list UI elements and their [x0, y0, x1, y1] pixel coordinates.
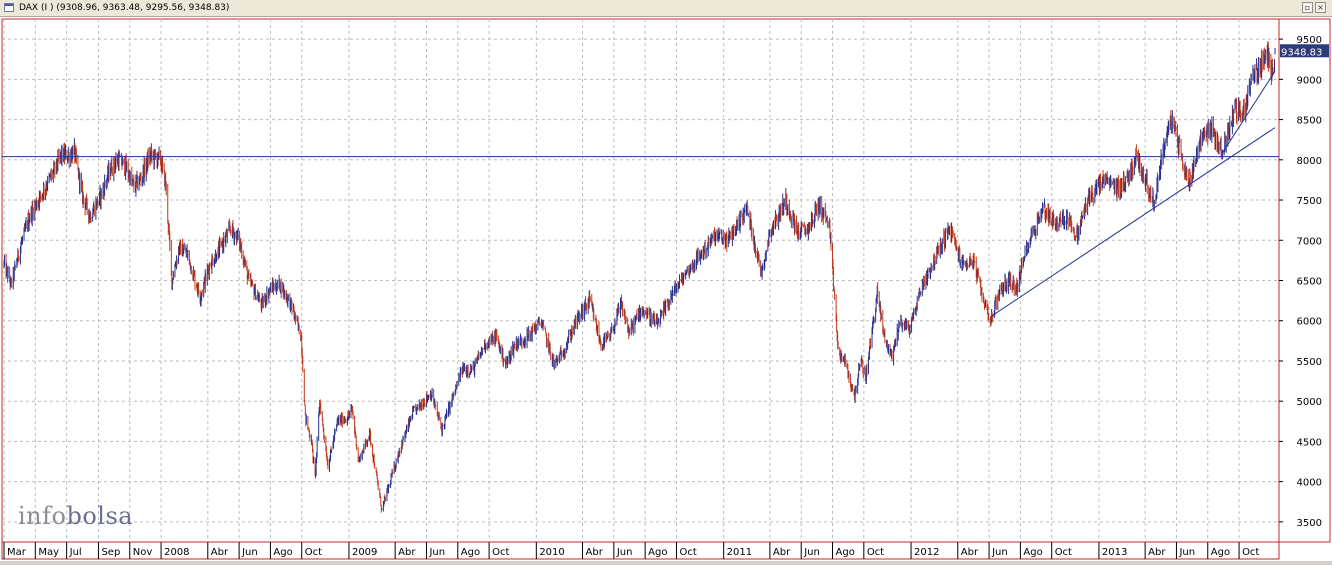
x-tick-label: Abr [773, 547, 791, 558]
x-tick-label: Sep [101, 547, 120, 558]
y-tick-label: 6500 [1297, 277, 1322, 288]
x-tick-label: Abr [1148, 547, 1166, 558]
x-tick-label: Mar [7, 547, 27, 558]
chart-window-icon [4, 3, 14, 12]
x-tick-label: Ago [648, 547, 667, 558]
y-tick-label: 5000 [1297, 397, 1322, 408]
x-tick-label: 2008 [164, 547, 189, 558]
y-tick-label: 7000 [1297, 236, 1322, 247]
x-tick-label: Jun [1178, 547, 1195, 558]
x-tick-label: Jul [69, 547, 82, 558]
logo-part-bolsa: bolsa [66, 502, 134, 530]
x-tick-label: Abr [961, 547, 979, 558]
x-tick-label: Ago [461, 547, 480, 558]
x-tick-label: 2010 [539, 547, 564, 558]
infobolsa-logo: infobolsa [18, 502, 133, 530]
x-tick-label: May [38, 547, 59, 558]
x-tick-label: Ago [836, 547, 855, 558]
window-title: DAX (I ) (9308.96, 9363.48, 9295.56, 934… [19, 3, 230, 13]
y-tick-label: 8000 [1297, 156, 1322, 167]
trendline[interactable] [990, 127, 1276, 318]
y-tick-label: 4000 [1297, 478, 1322, 489]
x-tick-label: Oct [1242, 547, 1259, 558]
y-tick-label: 9000 [1297, 75, 1322, 86]
x-tick-label: Abr [211, 547, 229, 558]
x-tick-label: 2013 [1102, 547, 1127, 558]
x-tick-label: Jun [991, 547, 1008, 558]
logo-part-info: info [18, 502, 67, 530]
last-value-label: 9348.83 [1281, 47, 1322, 58]
window-titlebar[interactable]: DAX (I ) (9308.96, 9363.48, 9295.56, 934… [0, 0, 1332, 17]
x-tick-label: Jun [616, 547, 633, 558]
x-tick-label: Jun [803, 547, 820, 558]
x-tick-label: Oct [679, 547, 696, 558]
y-tick-label: 8500 [1297, 116, 1322, 127]
x-tick-label: Ago [1023, 547, 1042, 558]
price-chart-svg[interactable]: 3500 4000 4500 5000 5500 6000 6500 7000 7500 8000… [0, 17, 1332, 561]
x-tick-label: Oct [305, 547, 322, 558]
x-tick-label: Nov [133, 547, 153, 558]
y-tick-label: 5500 [1297, 357, 1322, 368]
x-tick-label: Oct [492, 547, 509, 558]
x-tick-label: 2012 [914, 547, 939, 558]
x-tick-label: Abr [586, 547, 604, 558]
x-tick-label: Jun [428, 547, 445, 558]
x-axis-panel [1, 541, 1280, 560]
restore-button[interactable]: ▫ [1302, 2, 1313, 13]
x-tick-label: Ago [1211, 547, 1230, 558]
x-tick-label: Ago [273, 547, 292, 558]
trendline[interactable] [1222, 71, 1276, 153]
x-tick-label: Oct [867, 547, 884, 558]
x-tick-label: Abr [398, 547, 416, 558]
y-tick-label: 6000 [1297, 317, 1322, 328]
y-axis-panel [1278, 18, 1331, 543]
x-tick-label: 2011 [727, 547, 752, 558]
x-tick-label: Jun [241, 547, 258, 558]
x-tick-label: Oct [1055, 547, 1072, 558]
y-tick-label: 4500 [1297, 437, 1322, 448]
x-tick-label: 2009 [352, 547, 377, 558]
last-value-badge [1280, 44, 1329, 58]
price-chart[interactable]: 3500 4000 4500 5000 5500 6000 6500 7000 7500 8000… [0, 17, 1332, 561]
y-tick-label: 9500 [1297, 35, 1322, 46]
y-tick-label: 7500 [1297, 196, 1322, 207]
close-button[interactable]: × [1315, 2, 1326, 13]
y-tick-label: 3500 [1297, 518, 1322, 529]
